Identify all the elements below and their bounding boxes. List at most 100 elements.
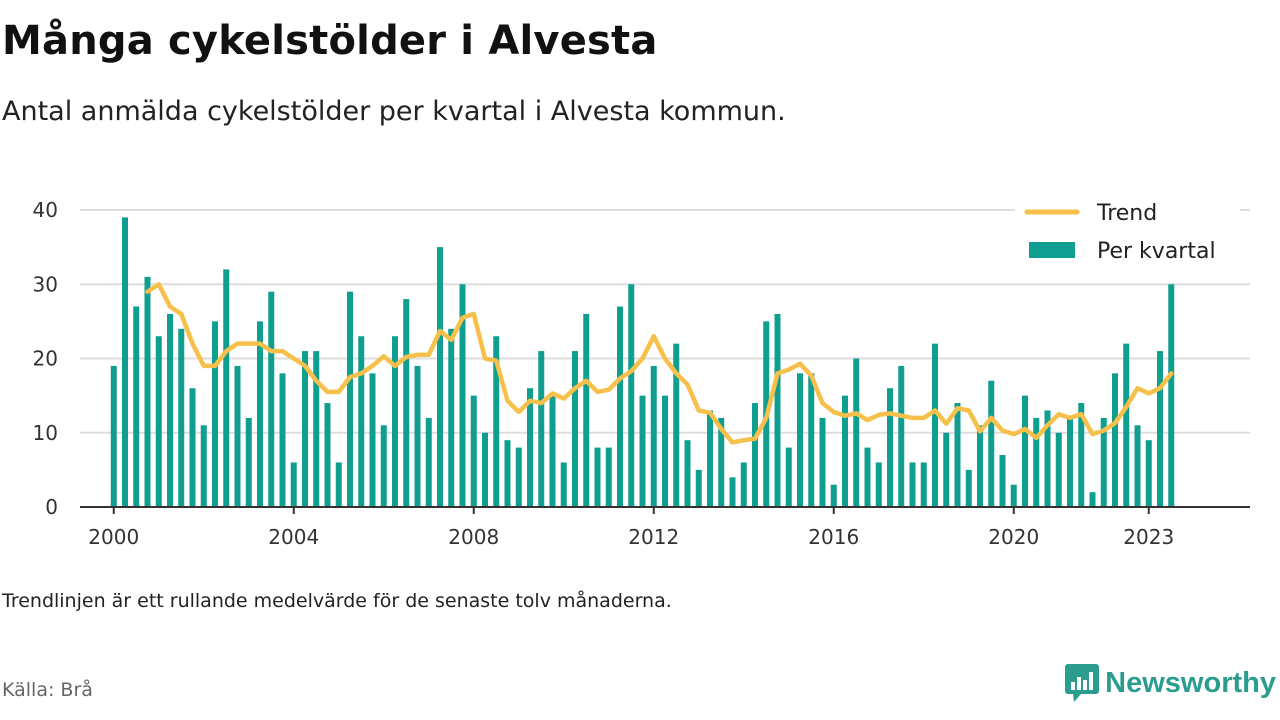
- bar: [875, 462, 882, 507]
- bar: [1033, 417, 1040, 507]
- x-tick-label: 2008: [448, 525, 499, 549]
- page-title: Många cykelstölder i Alvesta: [2, 18, 658, 64]
- legend-trend-label: Trend: [1096, 201, 1157, 226]
- bar: [347, 291, 353, 507]
- y-axis-tick-labels: 0 10 20 30 40: [33, 198, 58, 519]
- bar: [752, 403, 758, 507]
- bar: [380, 425, 387, 507]
- bar: [594, 447, 601, 507]
- newsworthy-logo-icon: [1065, 664, 1100, 702]
- bar: [313, 351, 320, 507]
- bar: [155, 336, 162, 507]
- bar: [223, 269, 230, 507]
- bar: [740, 462, 747, 507]
- bar: [943, 432, 950, 507]
- x-tick-label: 2016: [808, 525, 859, 549]
- bar: [954, 403, 961, 507]
- legend-per-kvartal-label: Per kvartal: [1097, 239, 1216, 264]
- bar: [999, 455, 1006, 507]
- y-tick-label: 30: [33, 272, 58, 296]
- bar: [1123, 343, 1130, 507]
- bar: [1168, 284, 1175, 507]
- bar: [1055, 432, 1062, 507]
- bar: [482, 432, 488, 507]
- bar: [1067, 417, 1073, 507]
- brand-name: Newsworthy: [1105, 666, 1276, 699]
- bar: [1157, 351, 1163, 507]
- bar: [358, 336, 365, 507]
- newsworthy-brand[interactable]: Newsworthy: [1065, 664, 1276, 702]
- bar: [977, 425, 983, 507]
- bar: [864, 447, 871, 507]
- bar: [133, 306, 140, 507]
- chart-footnote: Trendlinjen är ett rullande medelvärde f…: [2, 590, 672, 612]
- bar: [144, 276, 151, 507]
- bar: [1100, 417, 1107, 507]
- bar: [122, 217, 128, 508]
- bar: [909, 462, 916, 507]
- bar: [932, 343, 938, 507]
- bar: [245, 417, 252, 507]
- bar: [673, 343, 680, 507]
- bar: [819, 417, 826, 507]
- bar: [650, 365, 657, 507]
- bar: [695, 469, 702, 507]
- x-tick-label: 2023: [1123, 525, 1174, 549]
- bar: [369, 373, 376, 507]
- bar: [268, 291, 275, 507]
- bar: [1078, 403, 1085, 507]
- bar: [1089, 492, 1096, 507]
- bar: [1145, 440, 1152, 507]
- bar: [583, 313, 590, 507]
- bar: [448, 328, 455, 507]
- bar: [965, 469, 972, 507]
- bar: [290, 462, 297, 507]
- bar: [842, 395, 848, 507]
- x-axis: [80, 506, 1250, 514]
- bar: [684, 440, 691, 507]
- bar: [493, 336, 500, 507]
- bar: [527, 388, 533, 507]
- bar: [1112, 373, 1118, 507]
- bar: [853, 358, 860, 507]
- bar: [459, 284, 466, 507]
- bar: [639, 395, 646, 507]
- bar: [785, 447, 792, 507]
- bar: [662, 395, 668, 507]
- bar: [167, 313, 173, 507]
- bar: [437, 247, 443, 507]
- bar: [189, 388, 196, 507]
- bar: [392, 336, 398, 507]
- bar: [200, 425, 207, 507]
- x-tick-label: 2004: [268, 525, 319, 549]
- x-tick-label: 2020: [988, 525, 1039, 549]
- bar: [572, 351, 578, 507]
- bar: [335, 462, 342, 507]
- bar: [560, 462, 567, 507]
- y-tick-label: 40: [33, 198, 58, 222]
- bar: [1134, 425, 1141, 507]
- bar: [425, 417, 432, 507]
- bar: [279, 373, 286, 507]
- bar: [324, 403, 331, 507]
- y-tick-label: 10: [33, 421, 58, 445]
- y-tick-label: 0: [45, 495, 58, 519]
- bar: [898, 365, 905, 507]
- bar: [830, 484, 837, 507]
- bar: [808, 373, 815, 507]
- bar: [1044, 410, 1051, 507]
- legend-background: [1015, 190, 1240, 278]
- x-tick-label: 2000: [88, 525, 139, 549]
- bar: [515, 447, 522, 507]
- bar: [110, 365, 117, 507]
- bar: [707, 410, 713, 507]
- bar: [920, 462, 927, 507]
- legend-per-kvartal-swatch: [1029, 242, 1075, 258]
- bar: [729, 477, 736, 507]
- bar: [617, 306, 623, 507]
- bar: [549, 395, 556, 507]
- bar: [605, 447, 612, 507]
- trend-line: [145, 282, 1174, 445]
- bar: [212, 321, 218, 507]
- bar-series-per-kvartal: [110, 217, 1175, 508]
